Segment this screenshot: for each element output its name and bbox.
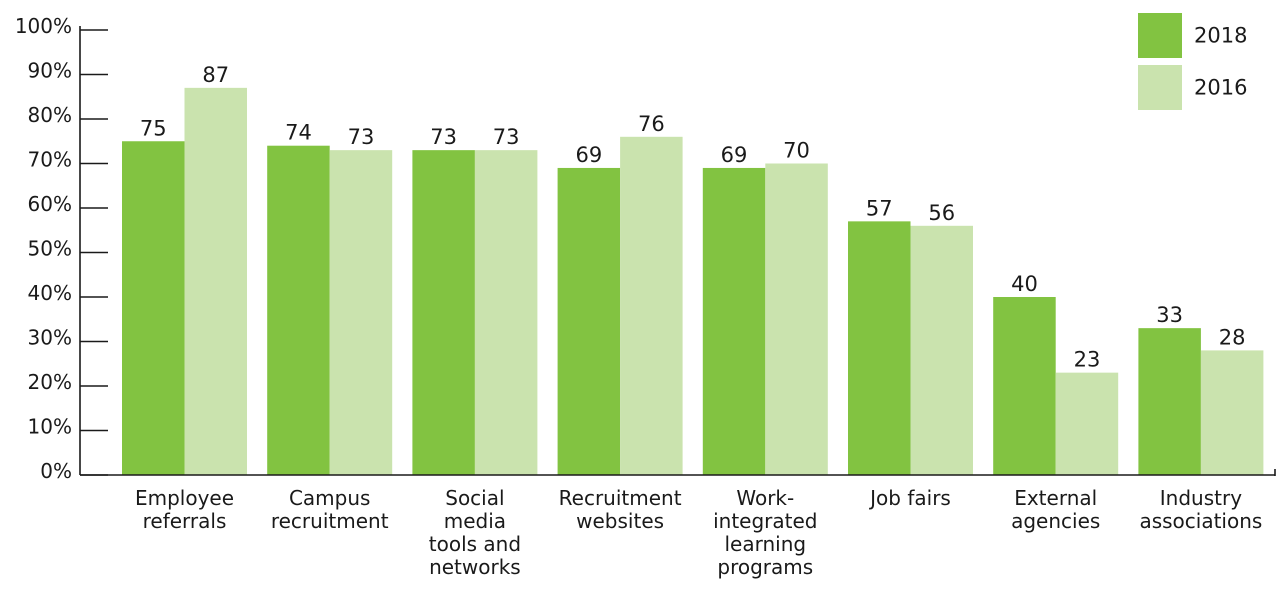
data-label-2016: 56	[928, 201, 955, 225]
y-axis: 0% 10% 20% 30% 40% 50% 60% 70% 80% 90% 100%	[15, 14, 108, 483]
x-category-label: Campus recruitment	[271, 486, 389, 533]
bar-2016	[184, 87, 247, 475]
x-category-label: Recruitment websites	[559, 486, 682, 533]
y-tick-label: 10%	[28, 415, 72, 439]
x-category-label-line: programs	[717, 555, 813, 579]
legend-label-2016: 2016	[1194, 76, 1247, 100]
data-label-2016: 73	[348, 125, 375, 149]
x-category-label: Work-integrated learning programs	[713, 486, 817, 579]
y-tick-label: 0%	[40, 459, 72, 483]
x-category-label-line: Industry	[1160, 486, 1242, 510]
x-category-label: Social media tools and networks	[429, 486, 521, 579]
x-category-label-line: recruitment	[271, 509, 389, 533]
x-category-label: Employee referrals	[135, 486, 234, 533]
x-category-label: Industry associations	[1139, 486, 1262, 533]
data-label-2016: 73	[493, 125, 520, 149]
bar-2016	[1055, 372, 1119, 475]
x-category-label-line: associations	[1139, 509, 1262, 533]
bar-2016	[1200, 350, 1264, 475]
bar-2016	[474, 150, 538, 475]
bar-2018	[993, 297, 1056, 475]
x-category-label-line: External	[1014, 486, 1097, 510]
data-label-2018: 33	[1156, 303, 1183, 327]
data-labels: 75 87 74 73 73 73 69 76 69 70 57 56 40 23 33 28	[140, 63, 1246, 372]
y-tick-label: 30%	[28, 326, 72, 350]
x-category-label: External agencies	[1011, 486, 1100, 533]
y-tick-label: 20%	[28, 370, 72, 394]
y-tick-label: 90%	[28, 59, 72, 83]
x-category-label-line: Campus	[289, 486, 371, 510]
x-category-label-line: learning	[725, 532, 807, 556]
x-category-label-line: Job fairs	[868, 486, 951, 510]
legend-swatch-2018	[1138, 13, 1182, 58]
x-category-label-line: referrals	[143, 509, 227, 533]
y-tick-label: 60%	[28, 192, 72, 216]
legend-swatch-2016	[1138, 65, 1182, 110]
bars	[122, 87, 1264, 476]
data-label-2016: 70	[783, 139, 810, 163]
data-label-2018: 75	[140, 116, 167, 140]
y-tick-label: 50%	[28, 237, 72, 261]
data-label-2018: 57	[866, 196, 893, 220]
x-category-label-line: Recruitment	[559, 486, 682, 510]
x-axis: Employee referrals Campus recruitment Social…	[80, 469, 1276, 579]
bar-2016	[620, 136, 683, 476]
bar-2018	[848, 221, 911, 475]
data-label-2018: 69	[721, 143, 748, 167]
x-category-label-line: agencies	[1011, 509, 1100, 533]
data-label-2016: 28	[1219, 325, 1246, 349]
x-category-label-line: Work-	[736, 486, 794, 510]
data-label-2018: 69	[575, 143, 602, 167]
bar-2018	[122, 141, 185, 475]
bar-2018	[1138, 328, 1201, 475]
x-category-label-line: integrated	[713, 509, 817, 533]
x-category-label-line: Employee	[135, 486, 234, 510]
x-category-label-line: networks	[429, 555, 521, 579]
bar-2018	[267, 145, 330, 475]
bar-2016	[765, 163, 828, 475]
y-tick-label: 40%	[28, 281, 72, 305]
data-label-2018: 73	[430, 125, 457, 149]
data-label-2018: 40	[1011, 272, 1038, 296]
y-tick-label: 80%	[28, 103, 72, 127]
x-category-label-line: media	[444, 509, 506, 533]
x-category-label-line: tools and	[429, 532, 521, 556]
data-label-2016: 76	[638, 112, 665, 136]
legend: 2018 2016	[1138, 13, 1247, 110]
y-tick-label: 70%	[28, 148, 72, 172]
bar-2018	[702, 167, 766, 475]
bar-2016	[329, 150, 393, 475]
y-tick-label: 100%	[15, 14, 72, 38]
legend-label-2018: 2018	[1194, 24, 1247, 48]
x-category-label-line: websites	[576, 509, 664, 533]
bar-2016	[910, 225, 973, 475]
data-label-2016: 23	[1074, 348, 1101, 372]
x-category-label-line: Social	[445, 486, 504, 510]
bar-2018	[557, 167, 621, 475]
bar-2018	[412, 150, 475, 475]
data-label-2018: 74	[285, 121, 312, 145]
x-category-label: Job fairs	[868, 486, 951, 510]
data-label-2016: 87	[202, 63, 229, 87]
